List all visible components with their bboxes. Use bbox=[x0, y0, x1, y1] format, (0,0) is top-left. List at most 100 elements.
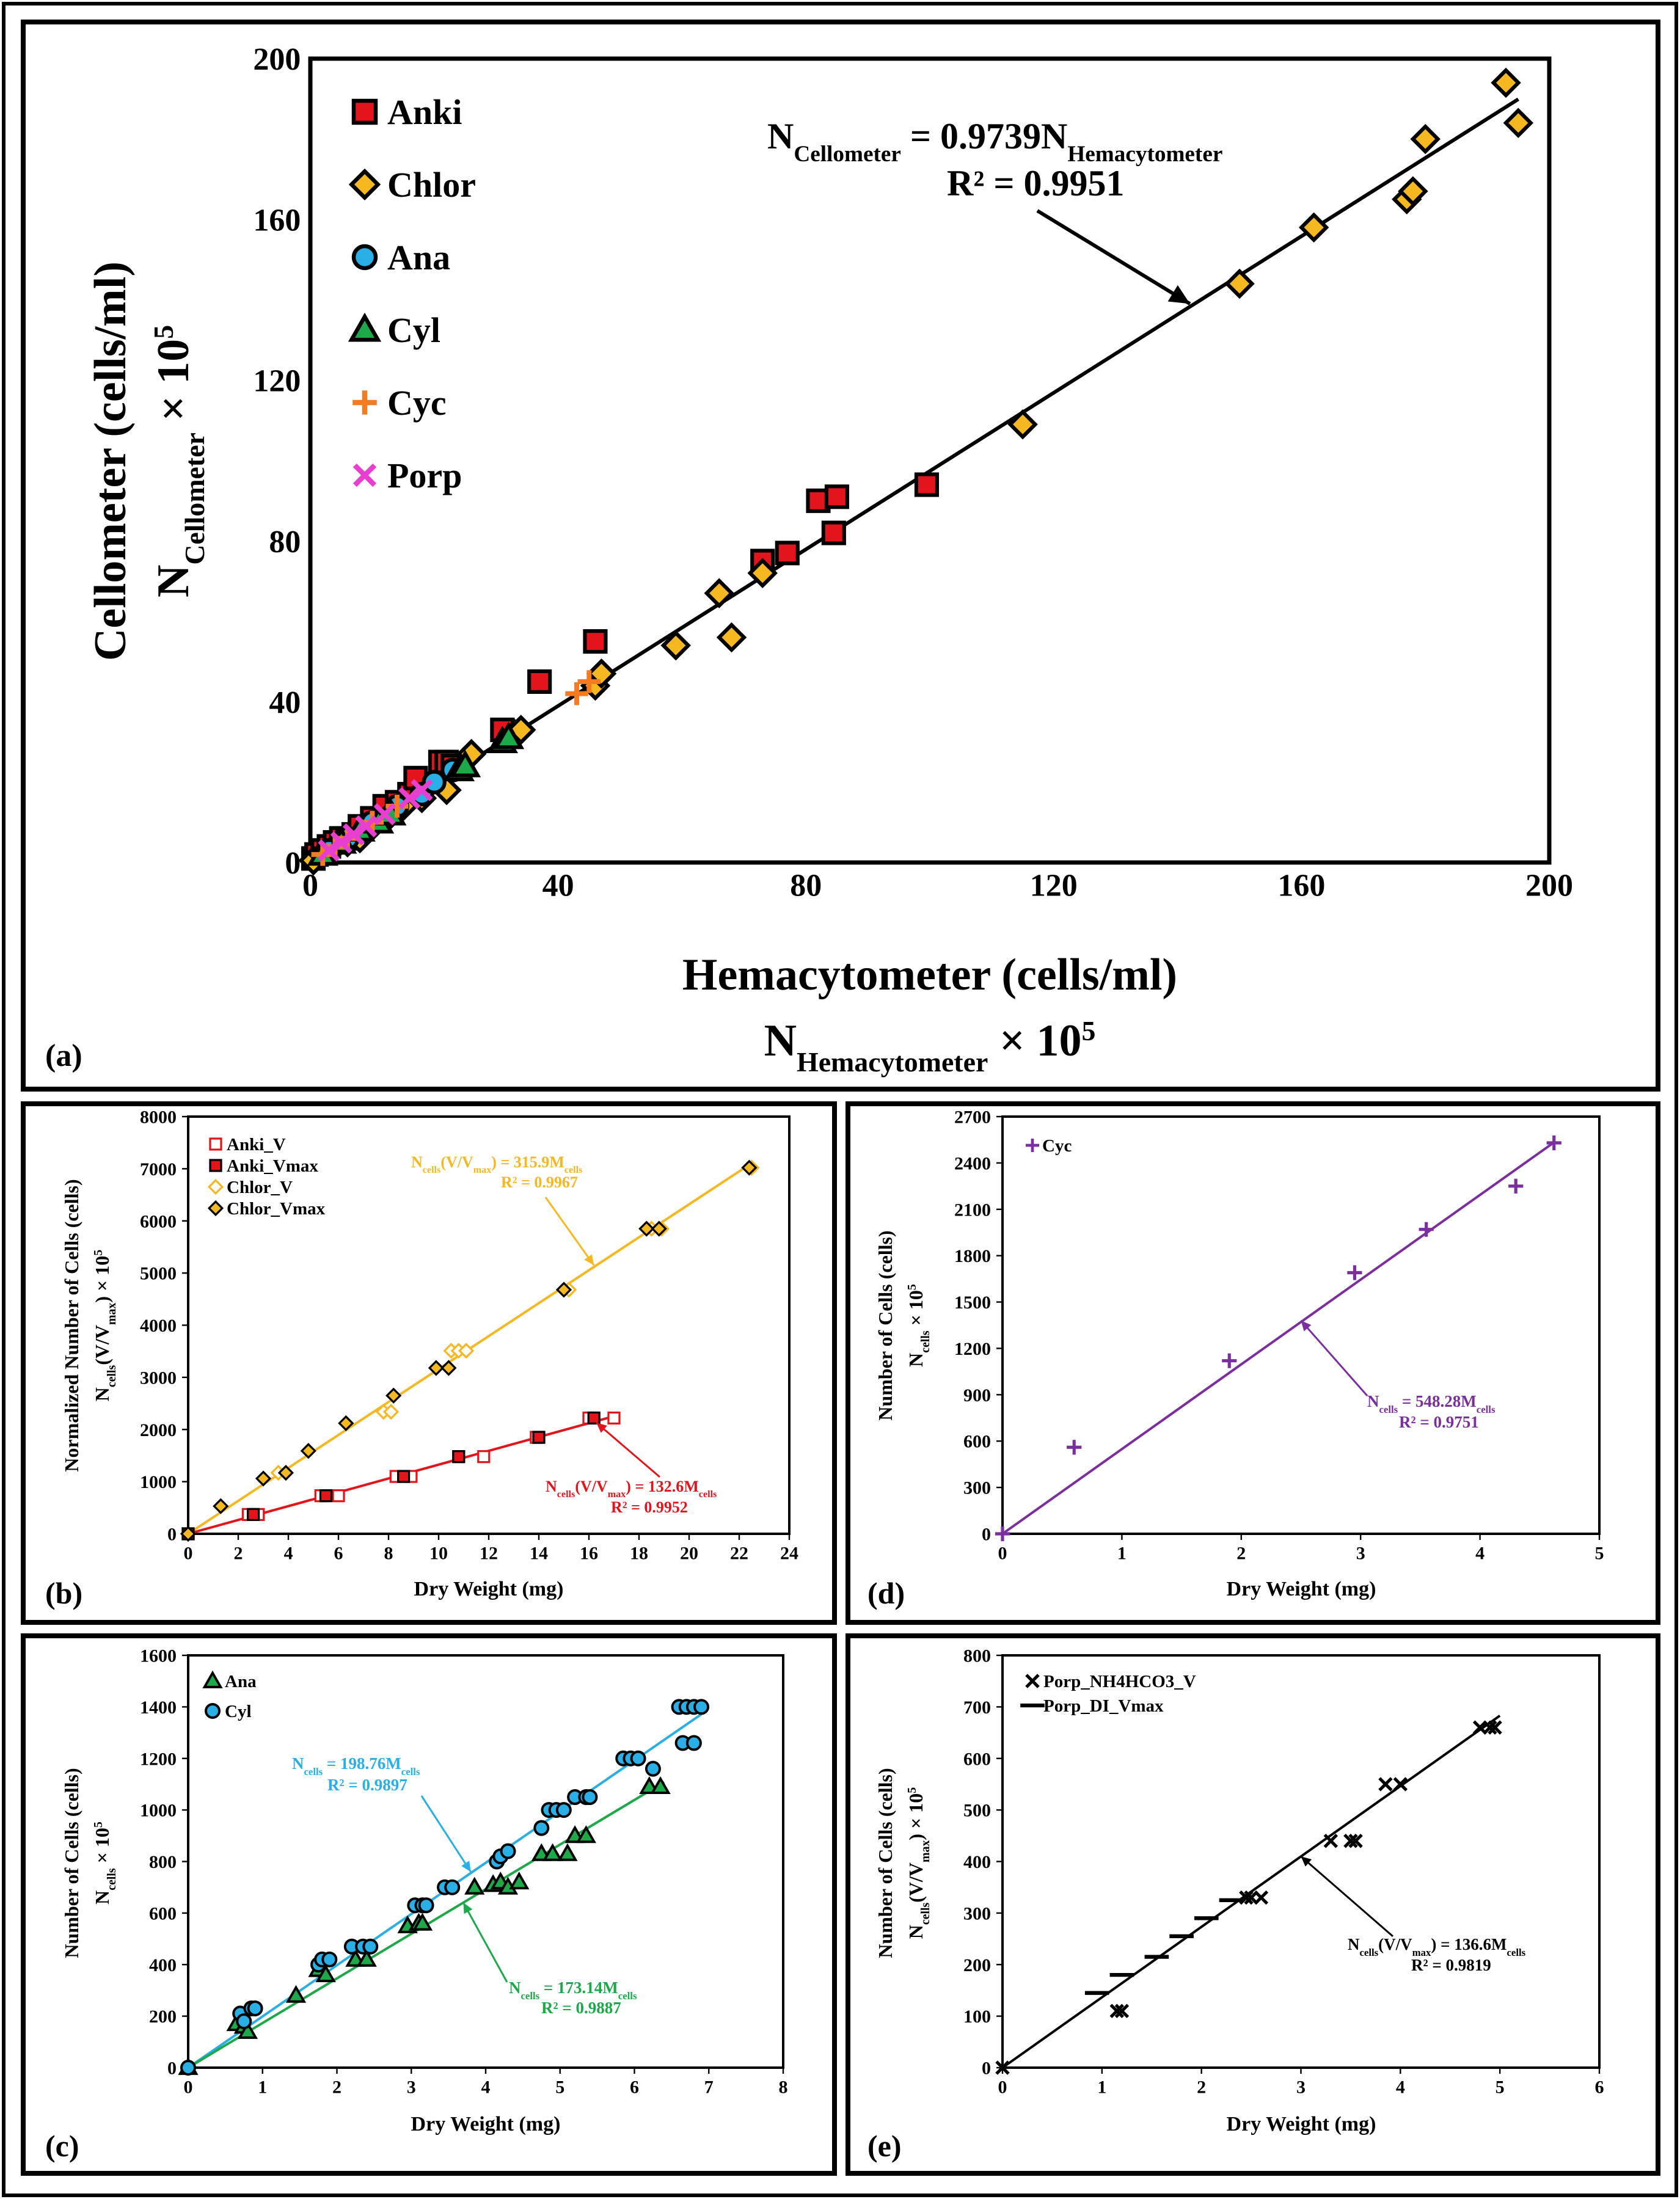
label-text-part: 5 bbox=[905, 1787, 919, 1793]
label-text-part: 2 bbox=[332, 2077, 341, 2098]
label-text-part: 80 bbox=[790, 869, 822, 903]
data-point bbox=[1343, 1834, 1358, 1848]
label-text-part: 12 bbox=[480, 1544, 498, 1564]
data-point bbox=[213, 1498, 229, 1514]
label-text-part: R² = 0.9751 bbox=[1399, 1413, 1479, 1431]
label-text-part: 400 bbox=[149, 1955, 177, 1975]
y-axis-title: Number of Cells (cells) bbox=[874, 1768, 896, 1958]
fit-r2: R² = 0.9951 bbox=[947, 163, 1125, 203]
y-tick-label: 5000 bbox=[140, 1264, 177, 1284]
label-text-part: N bbox=[905, 1353, 927, 1367]
x-tick-label: 8 bbox=[779, 2077, 788, 2098]
legend-marker bbox=[351, 98, 378, 125]
data-point bbox=[704, 578, 734, 608]
data-point bbox=[821, 520, 846, 545]
y-tick-label: 800 bbox=[963, 1646, 991, 1666]
panel-e-frame bbox=[845, 1633, 1660, 2176]
data-point bbox=[464, 1876, 485, 1895]
y-axis-subtitle: NCellometer × 105 bbox=[148, 325, 210, 597]
data-point bbox=[285, 1985, 307, 2003]
x-tick-label: 10 bbox=[429, 1544, 448, 1564]
label-text-part: 4 bbox=[284, 1544, 293, 1564]
data-point bbox=[180, 1525, 197, 1542]
label-text-part: Normalized Number of Cells (cells) bbox=[60, 1179, 82, 1471]
y-tick-label: 6000 bbox=[140, 1211, 177, 1231]
x-tick-label: 3 bbox=[1296, 2077, 1306, 2098]
panel-d-label: (d) bbox=[867, 1576, 905, 1610]
y-tick-label: 160 bbox=[253, 203, 301, 238]
data-point bbox=[458, 1343, 475, 1359]
label-text-part: cells bbox=[1507, 1947, 1525, 1958]
x-tick-label: 20 bbox=[680, 1544, 698, 1564]
data-point bbox=[318, 839, 340, 862]
x-tick-label: 2 bbox=[1197, 2077, 1206, 2098]
fit-equation: Ncells = 198.76Mcells bbox=[292, 1754, 420, 1778]
label-text-part: 600 bbox=[963, 1749, 991, 1769]
data-point bbox=[1419, 1222, 1434, 1237]
legend-marker bbox=[209, 1137, 222, 1151]
x-tick-label: 0 bbox=[184, 2077, 193, 2098]
data-point bbox=[315, 1964, 336, 1983]
label-text-part: 5 bbox=[92, 1250, 105, 1256]
label-text-part: 18 bbox=[630, 1544, 648, 1564]
label-text-part: Porp bbox=[387, 456, 462, 495]
label-text-part: cells bbox=[919, 1330, 932, 1353]
label-text-part: Dry Weight (mg) bbox=[414, 1578, 564, 1600]
label-text-part: N bbox=[905, 1925, 927, 1939]
label-text-part: Dry Weight (mg) bbox=[1227, 1578, 1376, 1600]
panel-a-frame bbox=[21, 20, 1660, 1092]
legend-marker bbox=[348, 168, 381, 201]
label-text-part: Number of Cells (cells) bbox=[60, 1768, 82, 1958]
y-tick-label: 0 bbox=[167, 2059, 177, 2079]
legend-label: Chlor_V bbox=[227, 1178, 293, 1197]
x-tick-label: 40 bbox=[542, 869, 574, 903]
fit-r2: R² = 0.9819 bbox=[1411, 1956, 1491, 1974]
legend-marker bbox=[202, 1670, 223, 1688]
label-text-part: (V/V bbox=[905, 1862, 927, 1903]
x-tick-label: 0 bbox=[184, 1544, 193, 1564]
data-point bbox=[1483, 1720, 1497, 1735]
y-tick-label: 4000 bbox=[140, 1316, 177, 1336]
equation-arrow-head bbox=[584, 1254, 594, 1266]
label-text-part: 0 bbox=[167, 1525, 177, 1545]
label-text-part: 1 bbox=[1097, 2077, 1106, 2098]
label-text-part: 10 bbox=[429, 1544, 448, 1564]
legend-marker bbox=[348, 312, 382, 342]
y-tick-label: 2400 bbox=[954, 1153, 991, 1173]
x-tick-label: 1 bbox=[1117, 1544, 1127, 1564]
label-text-part: N bbox=[1367, 1392, 1379, 1410]
data-point bbox=[356, 1949, 377, 1967]
label-text-part: Hemacytometer bbox=[797, 1046, 988, 1078]
label-text-part: N bbox=[148, 565, 199, 597]
y-axis-title: Number of Cells (cells) bbox=[60, 1768, 82, 1958]
legend: Cyc bbox=[1026, 1136, 1072, 1156]
fit-equation: Ncells(V/Vmax) = 132.6Mcells bbox=[546, 1478, 717, 1500]
fit-equation: Ncells = 548.28Mcells bbox=[1367, 1392, 1496, 1415]
fit-r2: R² = 0.9952 bbox=[611, 1498, 688, 1516]
data-point bbox=[638, 1220, 655, 1237]
y-tick-label: 0 bbox=[285, 846, 301, 881]
data-point bbox=[1254, 1890, 1269, 1905]
label-text-part: Cyc bbox=[387, 383, 447, 423]
x-tick-label: 24 bbox=[780, 1544, 798, 1564]
y-axis-subtitle: Ncells × 105 bbox=[91, 1822, 119, 1905]
data-point bbox=[582, 1789, 598, 1806]
data-point bbox=[319, 1489, 333, 1503]
label-text-part: ) × 10 bbox=[91, 1256, 113, 1303]
equation-arrow-head bbox=[1301, 1856, 1312, 1867]
data-point bbox=[422, 770, 447, 795]
label-text-part: 0 bbox=[184, 1544, 193, 1564]
label-text-part: 5 bbox=[92, 1822, 105, 1828]
data-point bbox=[1546, 1135, 1561, 1151]
label-text-part: 200 bbox=[1525, 869, 1573, 903]
data-point bbox=[995, 2060, 1010, 2075]
y-tick-label: 1200 bbox=[140, 1749, 177, 1769]
label-text-part: 120 bbox=[1030, 869, 1078, 903]
label-text-part: Cyl bbox=[387, 310, 440, 350]
data-point bbox=[1393, 1777, 1408, 1792]
label-text-part: cells bbox=[304, 1766, 323, 1778]
data-point bbox=[824, 484, 849, 509]
label-text-part: 8 bbox=[779, 2077, 788, 2098]
label-text-part: 6 bbox=[630, 2077, 639, 2098]
label-text-part: Cellometer bbox=[179, 432, 210, 565]
